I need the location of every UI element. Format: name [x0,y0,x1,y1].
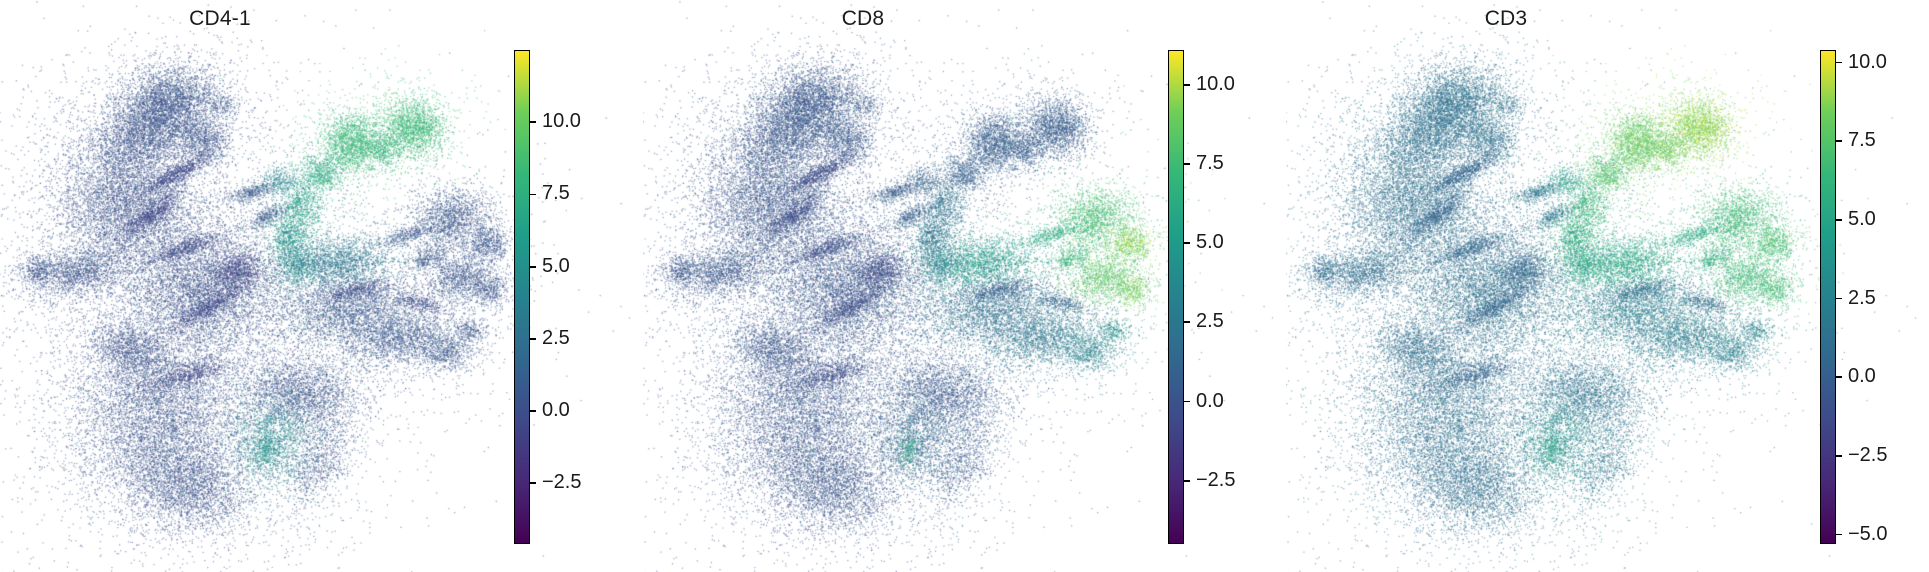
colorbar-gradient [1168,50,1184,544]
colorbar-tick-label: 10.0 [542,110,581,133]
colorbar-gradient [514,50,530,544]
colorbar-tick [1836,533,1842,536]
colorbar-tick [1836,219,1842,221]
colorbar-tick [530,121,536,124]
colorbar-tick [1184,242,1190,245]
colorbar-tick-label: 0.0 [1848,365,1876,388]
colorbar-tick [1836,376,1842,379]
colorbar: 10.0 7.5 5.0 2.5 0.0 −2.5 [514,50,581,544]
colorbar-tick [1184,400,1190,403]
colorbar-tick-label: −2.5 [1848,443,1888,466]
colorbar-tick-label: −2.5 [1196,468,1236,491]
colorbar-tick-label: 10.0 [1196,72,1235,95]
panel-cd3: CD3 10.07.55.02.50.0−2.5−5.0 [1286,0,1929,572]
colorbar: 10.0 7.5 5.0 2.5 0.0 −2.5 [1168,50,1235,544]
colorbar-tick [1836,297,1842,300]
panel-cd8: CD8 10.07.55.02.50.0−2.5 [643,0,1286,572]
colorbar-tick [1836,61,1842,64]
colorbar-tick-label: 10.0 [1848,50,1887,73]
colorbar-tick [530,410,536,412]
colorbar: 10.0 7.5 5.0 2.5 0.0 −2.5 −5.0 [1820,50,1887,545]
panel-cd4-1: CD4-1 10.07.55.02.50.0−2.5 [0,0,643,572]
colorbar-tick-label: 5.0 [1196,231,1224,254]
colorbar-tick [530,265,536,268]
colorbar-tick [1184,321,1190,324]
colorbar-tick-label: 2.5 [1196,310,1224,333]
colorbar-tick [530,337,536,340]
umap-scatter-canvas [643,0,1286,572]
colorbar-gradient [1820,50,1836,544]
colorbar-tick [1184,479,1190,482]
colorbar-tick-label: −5.0 [1848,522,1888,545]
colorbar-tick-label: 2.5 [1848,286,1876,309]
colorbar-tick-label: 5.0 [1848,207,1876,230]
colorbar-tick-label: 5.0 [542,254,570,277]
colorbar-tick [530,193,536,196]
colorbar-tick [1836,140,1842,143]
colorbar-tick-label: 7.5 [542,182,570,205]
colorbar-tick [530,482,536,485]
colorbar-tick-label: 2.5 [542,326,570,349]
colorbar-tick-label: 0.0 [1196,389,1224,412]
colorbar-tick [1836,454,1842,457]
colorbar-tick-label: 0.0 [542,399,570,422]
colorbar-tick [1184,163,1190,165]
colorbar-tick-label: 7.5 [1196,152,1224,175]
colorbar-tick-label: 7.5 [1848,129,1876,152]
colorbar-tick [1184,83,1190,86]
umap-scatter-canvas [0,0,643,572]
colorbar-tick-label: −2.5 [542,471,582,494]
